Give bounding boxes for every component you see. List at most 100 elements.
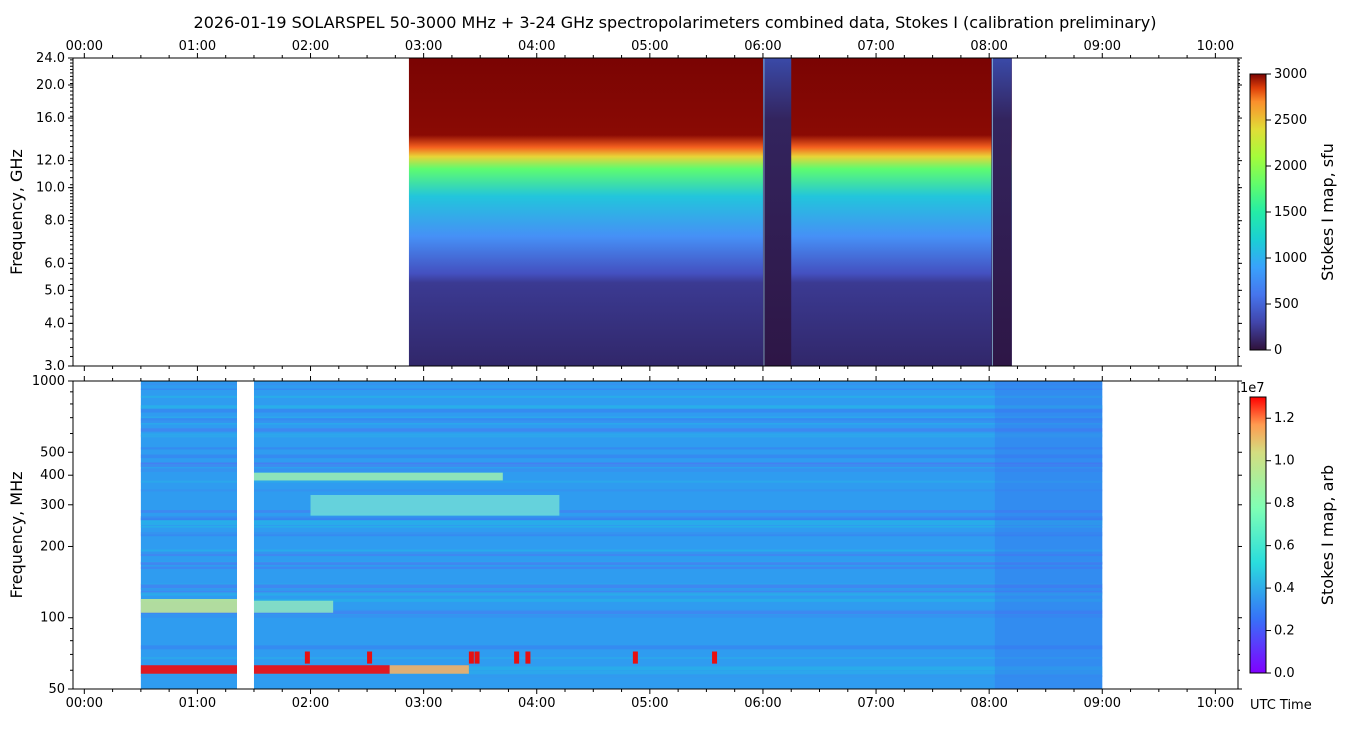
bottom-texture-band bbox=[140, 592, 1103, 596]
top-freq-tick-label: 4.0 bbox=[44, 316, 65, 331]
top-gap-band-0 bbox=[762, 58, 792, 366]
bottom-colorbar-ticks: 0.0 0.2 0.4 0.6 0.8 1.0 1.2 bbox=[1266, 411, 1295, 681]
top-freq-tick-label: 5.0 bbox=[44, 283, 65, 298]
bottom-texture-band bbox=[140, 416, 1103, 419]
bottom-texture-band bbox=[140, 675, 1103, 678]
bottom-burst bbox=[367, 651, 373, 664]
bottom-texture-band bbox=[140, 480, 1103, 483]
bottom-spectrogram-panel: 00:00 01:00 02:00 03:00 04:00 05:00 06:00 07:00… bbox=[7, 374, 1242, 711]
bottom-colorbar-exponent: 1e7 bbox=[1240, 381, 1265, 396]
bottom-texture-band bbox=[140, 587, 1103, 590]
bottom-texture-band bbox=[140, 666, 1103, 671]
bottom-texture-band bbox=[140, 419, 1103, 423]
bottom-texture-band bbox=[140, 590, 1103, 594]
top-colorbar-scale bbox=[1249, 73, 1267, 351]
top-colorbar: 0 500 1000 1500 2000 2500 3000 Stokes I map, s… bbox=[1249, 67, 1337, 358]
bottom-texture-band bbox=[140, 418, 1103, 421]
bottom-colorbar-tick-label: 0.0 bbox=[1274, 666, 1295, 681]
bottom-texture-band bbox=[140, 422, 1103, 425]
bottom-burst bbox=[468, 651, 474, 664]
bottom-texture-band bbox=[140, 468, 1103, 472]
bottom-freq-tick-label: 1000 bbox=[32, 374, 65, 389]
bottom-emission-region bbox=[140, 665, 390, 674]
bottom-texture-band bbox=[140, 408, 1103, 413]
top-spectrogram-panel: 00:00 01:00 02:00 03:00 04:00 05:00 06:00 07:00… bbox=[7, 39, 1242, 374]
bottom-texture-band bbox=[140, 670, 1103, 675]
bottom-time-tick-label: 00:00 bbox=[66, 696, 103, 711]
bottom-texture-band bbox=[140, 561, 1103, 565]
bottom-time-tick-label: 05:00 bbox=[631, 696, 668, 711]
bottom-freq-tick-label: 200 bbox=[40, 539, 65, 554]
bottom-texture-band bbox=[140, 428, 1103, 432]
top-freq-tick-label: 8.0 bbox=[44, 214, 65, 229]
utc-time-label: UTC Time bbox=[1250, 698, 1312, 713]
bottom-texture-band bbox=[140, 516, 1103, 520]
bottom-burst bbox=[514, 651, 520, 664]
bottom-texture-band bbox=[140, 521, 1103, 526]
top-freq-tick-label: 10.0 bbox=[36, 181, 65, 196]
top-time-tick-label: 05:00 bbox=[631, 39, 668, 54]
bottom-time-tick-label: 08:00 bbox=[970, 696, 1007, 711]
bottom-late-patch bbox=[994, 381, 1103, 689]
bottom-freq-tick-label: 50 bbox=[48, 682, 65, 697]
bottom-colorbar-tick-label: 0.2 bbox=[1274, 624, 1295, 639]
bottom-axes: 00:00 01:00 02:00 03:00 04:00 05:00 06:00 07:00… bbox=[32, 374, 1242, 711]
bottom-texture-band bbox=[140, 433, 1103, 438]
bottom-time-tick-label: 07:00 bbox=[857, 696, 894, 711]
chart-title: 2026-01-19 SOLARSPEL 50-3000 MHz + 3-24 … bbox=[194, 13, 1157, 32]
top-colorbar-label: Stokes I map, sfu bbox=[1318, 143, 1337, 281]
bottom-freq-tick-label: 100 bbox=[40, 611, 65, 626]
bottom-colorbar: 0.0 0.2 0.4 0.6 0.8 1.0 1.2 1e7 Stokes I map, … bbox=[1240, 381, 1337, 681]
bottom-texture-band bbox=[140, 525, 1103, 528]
bottom-freq-tick-label: 500 bbox=[40, 445, 65, 460]
bottom-spectrogram-image bbox=[140, 381, 1103, 689]
bottom-plot-frame bbox=[72, 380, 1239, 690]
top-colorbar-ticks: 0 500 1000 1500 2000 2500 3000 bbox=[1266, 67, 1307, 358]
bottom-texture-band bbox=[140, 657, 1103, 659]
top-freq-tick-label: 20.0 bbox=[36, 78, 65, 93]
bottom-freq-tick-label: 400 bbox=[40, 468, 65, 483]
bottom-emission-region bbox=[310, 494, 560, 516]
bottom-texture-band bbox=[140, 583, 1103, 585]
bottom-texture-band bbox=[140, 388, 1103, 390]
bottom-emission-region bbox=[140, 598, 238, 613]
bottom-texture-band bbox=[140, 611, 1103, 615]
top-time-tick-label: 10:00 bbox=[1197, 39, 1234, 54]
top-colorbar-tick-label: 2000 bbox=[1274, 159, 1307, 174]
bottom-time-tick-label: 04:00 bbox=[518, 696, 555, 711]
bottom-time-tick-label: 09:00 bbox=[1084, 696, 1121, 711]
top-time-tick-label: 06:00 bbox=[744, 39, 781, 54]
top-colorbar-tick-label: 500 bbox=[1274, 297, 1299, 312]
top-ylabel: Frequency, GHz bbox=[7, 149, 26, 275]
bottom-texture-band bbox=[140, 566, 1103, 569]
bottom-texture-band bbox=[140, 584, 1103, 588]
top-time-tick-label: 01:00 bbox=[179, 39, 216, 54]
bottom-texture-band bbox=[140, 519, 1103, 523]
bottom-colorbar-tick-label: 1.2 bbox=[1274, 411, 1295, 426]
bottom-ylabel: Frequency, MHz bbox=[7, 471, 26, 598]
bottom-colorbar-tick-label: 0.6 bbox=[1274, 539, 1295, 554]
bottom-texture-band bbox=[140, 551, 1103, 553]
bottom-burst bbox=[632, 651, 638, 664]
top-colorbar-tick-label: 1000 bbox=[1274, 251, 1307, 266]
bottom-colorbar-tick-label: 0.8 bbox=[1274, 496, 1295, 511]
bottom-time-tick-label: 06:00 bbox=[744, 696, 781, 711]
bottom-texture-band bbox=[140, 534, 1103, 537]
top-freq-tick-label: 3.0 bbox=[44, 359, 65, 374]
top-time-tick-label: 09:00 bbox=[1084, 39, 1121, 54]
bottom-texture-band bbox=[140, 510, 1103, 513]
bottom-burst bbox=[304, 651, 310, 664]
bottom-colorbar-scale bbox=[1249, 396, 1267, 674]
top-spectrum-fill bbox=[408, 58, 1012, 366]
bottom-texture-band bbox=[140, 549, 1103, 552]
bottom-colorbar-tick-label: 1.0 bbox=[1274, 454, 1295, 469]
bottom-emission-region bbox=[253, 472, 503, 481]
bottom-texture-band bbox=[140, 454, 1103, 459]
bottom-texture-band bbox=[140, 598, 1103, 602]
top-colorbar-tick-label: 3000 bbox=[1274, 67, 1307, 82]
top-colorbar-tick-label: 0 bbox=[1274, 343, 1282, 358]
bottom-emission-region bbox=[389, 665, 469, 674]
bottom-texture-band bbox=[140, 405, 1103, 410]
top-time-tick-label: 03:00 bbox=[405, 39, 442, 54]
